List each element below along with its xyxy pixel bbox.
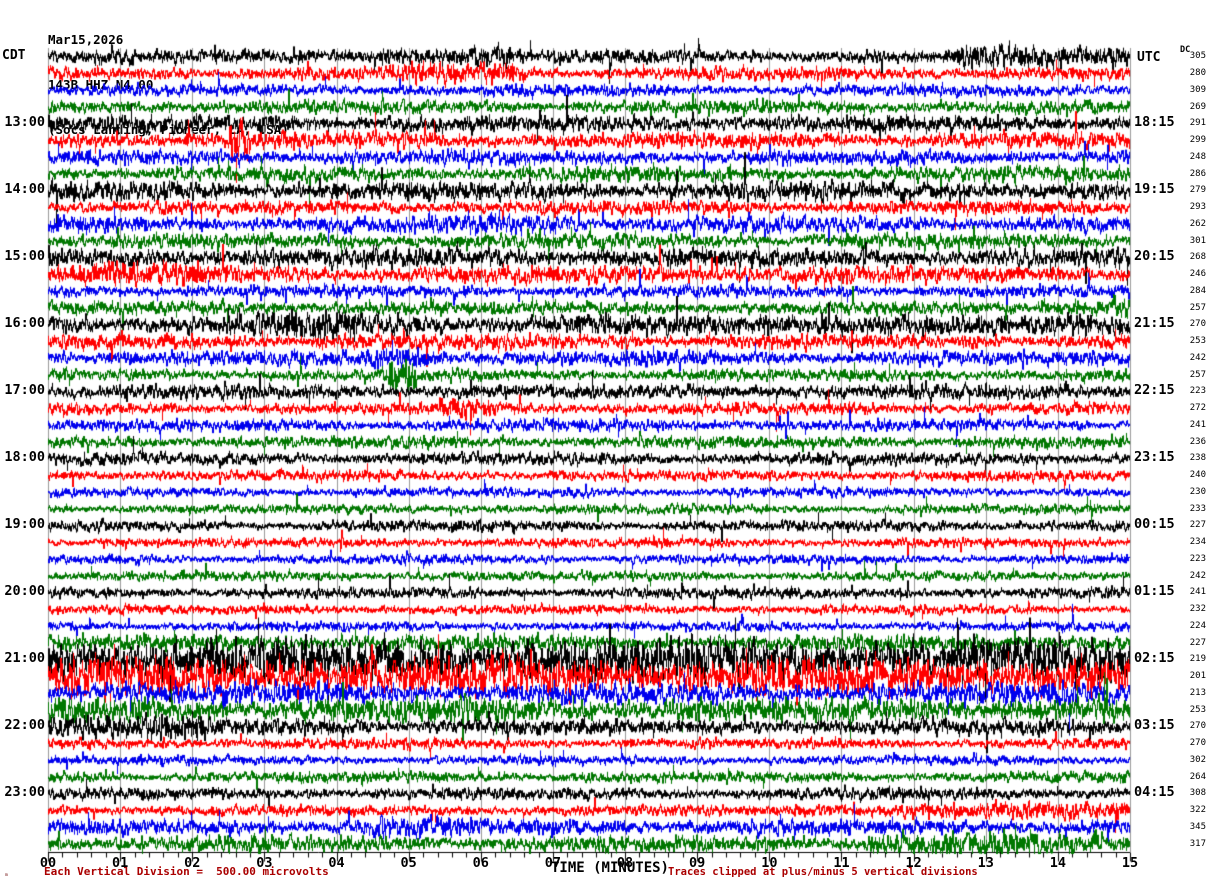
dc-value: 264	[1189, 771, 1206, 782]
dc-value: 268	[1189, 252, 1206, 263]
dc-value: 270	[1189, 738, 1206, 749]
x-tick-label: 00	[39, 855, 57, 871]
dc-value: 230	[1189, 486, 1206, 497]
dc-value: 227	[1189, 520, 1206, 531]
dc-value: 223	[1189, 386, 1206, 397]
utc-label: 19:15	[1134, 181, 1175, 198]
utc-label: 01:15	[1134, 583, 1175, 600]
x-tick-label: 03	[256, 855, 273, 871]
x-tick-label: 01	[111, 855, 129, 871]
dc-value: 280	[1189, 68, 1206, 79]
dc-value: 345	[1189, 821, 1206, 832]
dc-value: 227	[1189, 637, 1206, 648]
cdt-label: 18:00	[4, 449, 45, 466]
dc-value: 262	[1189, 218, 1206, 229]
x-axis-title: TIME (MINUTES)	[550, 860, 669, 876]
vertical-division-note: Each Vertical Division = 500.00 microvol…	[44, 865, 329, 878]
cdt-label: 15:00	[4, 248, 45, 265]
dc-value: 234	[1189, 537, 1206, 548]
utc-label: 20:15	[1134, 248, 1175, 265]
cdt-label: 19:00	[4, 516, 45, 533]
dc-value: 299	[1189, 135, 1206, 146]
dc-value: 241	[1189, 587, 1206, 598]
x-tick-label: 11	[833, 855, 850, 871]
utc-label: 22:15	[1134, 382, 1175, 399]
dc-value: 308	[1189, 788, 1206, 799]
dc-value: 317	[1189, 838, 1206, 849]
dc-value: 201	[1189, 671, 1206, 682]
dc-value: 232	[1189, 604, 1206, 615]
utc-label: 23:15	[1134, 449, 1175, 466]
dc-value: 242	[1189, 352, 1206, 363]
cdt-label: 23:00	[4, 784, 45, 801]
dc-value: 253	[1189, 704, 1206, 715]
dc-value: 257	[1189, 369, 1206, 380]
dc-value: 223	[1189, 553, 1206, 564]
dc-value: 213	[1189, 687, 1206, 698]
x-tick-label: 07	[544, 855, 562, 871]
dc-value: 279	[1189, 185, 1206, 196]
dc-value: 233	[1189, 503, 1206, 514]
utc-label: 21:15	[1134, 315, 1175, 332]
dc-value: 253	[1189, 336, 1206, 347]
corner-mark: ₘ	[4, 869, 9, 878]
dc-value: 286	[1189, 168, 1206, 179]
x-tick-label: 08	[616, 855, 634, 871]
dc-value: 246	[1189, 269, 1206, 280]
dc-value: 241	[1189, 419, 1206, 430]
dc-value: 284	[1189, 285, 1206, 296]
cdt-label: 22:00	[4, 717, 45, 734]
cdt-label: 16:00	[4, 315, 45, 332]
dc-value: 272	[1189, 403, 1206, 414]
dc-value: 219	[1189, 654, 1206, 665]
x-tick-label: 05	[400, 855, 417, 871]
x-tick-label: 10	[761, 855, 778, 871]
cdt-label: 17:00	[4, 382, 45, 399]
dc-value: 248	[1189, 151, 1206, 162]
clipping-note: Traces clipped at plus/minus 5 vertical …	[668, 866, 978, 878]
x-tick-label: 09	[689, 855, 706, 871]
dc-value: 322	[1189, 805, 1206, 816]
cdt-label: 13:00	[4, 114, 45, 131]
dc-value: 236	[1189, 436, 1206, 447]
utc-label: 02:15	[1134, 650, 1175, 667]
dc-value: 242	[1189, 570, 1206, 581]
x-tick-label: 04	[328, 855, 345, 871]
x-tick-label: 12	[905, 855, 922, 871]
dc-value: 291	[1189, 118, 1206, 129]
cdt-label: 20:00	[4, 583, 45, 600]
dc-value: 305	[1189, 51, 1206, 62]
dc-value: 224	[1189, 620, 1206, 631]
x-tick-label: 15	[1121, 855, 1139, 871]
dc-value: 293	[1189, 202, 1206, 213]
dc-value: 269	[1189, 101, 1206, 112]
x-tick-label: 14	[1049, 855, 1066, 871]
dc-value: 257	[1189, 302, 1206, 313]
x-tick-label: 13	[977, 855, 994, 871]
dc-value: 270	[1189, 721, 1206, 732]
dc-value: 238	[1189, 453, 1206, 464]
utc-label: 00:15	[1134, 516, 1175, 533]
cdt-label: 21:00	[4, 650, 45, 667]
dc-value: 301	[1189, 235, 1206, 246]
dc-value: 309	[1189, 84, 1206, 95]
dc-value: 302	[1189, 754, 1206, 765]
utc-label: 04:15	[1134, 784, 1175, 801]
utc-label: 03:15	[1134, 717, 1175, 734]
cdt-label: 14:00	[4, 181, 45, 198]
utc-label: 18:15	[1134, 114, 1175, 131]
x-tick-label: 02	[184, 855, 201, 871]
x-tick-label: 06	[472, 855, 489, 871]
dc-value: 240	[1189, 470, 1206, 481]
dc-value: 270	[1189, 319, 1206, 330]
